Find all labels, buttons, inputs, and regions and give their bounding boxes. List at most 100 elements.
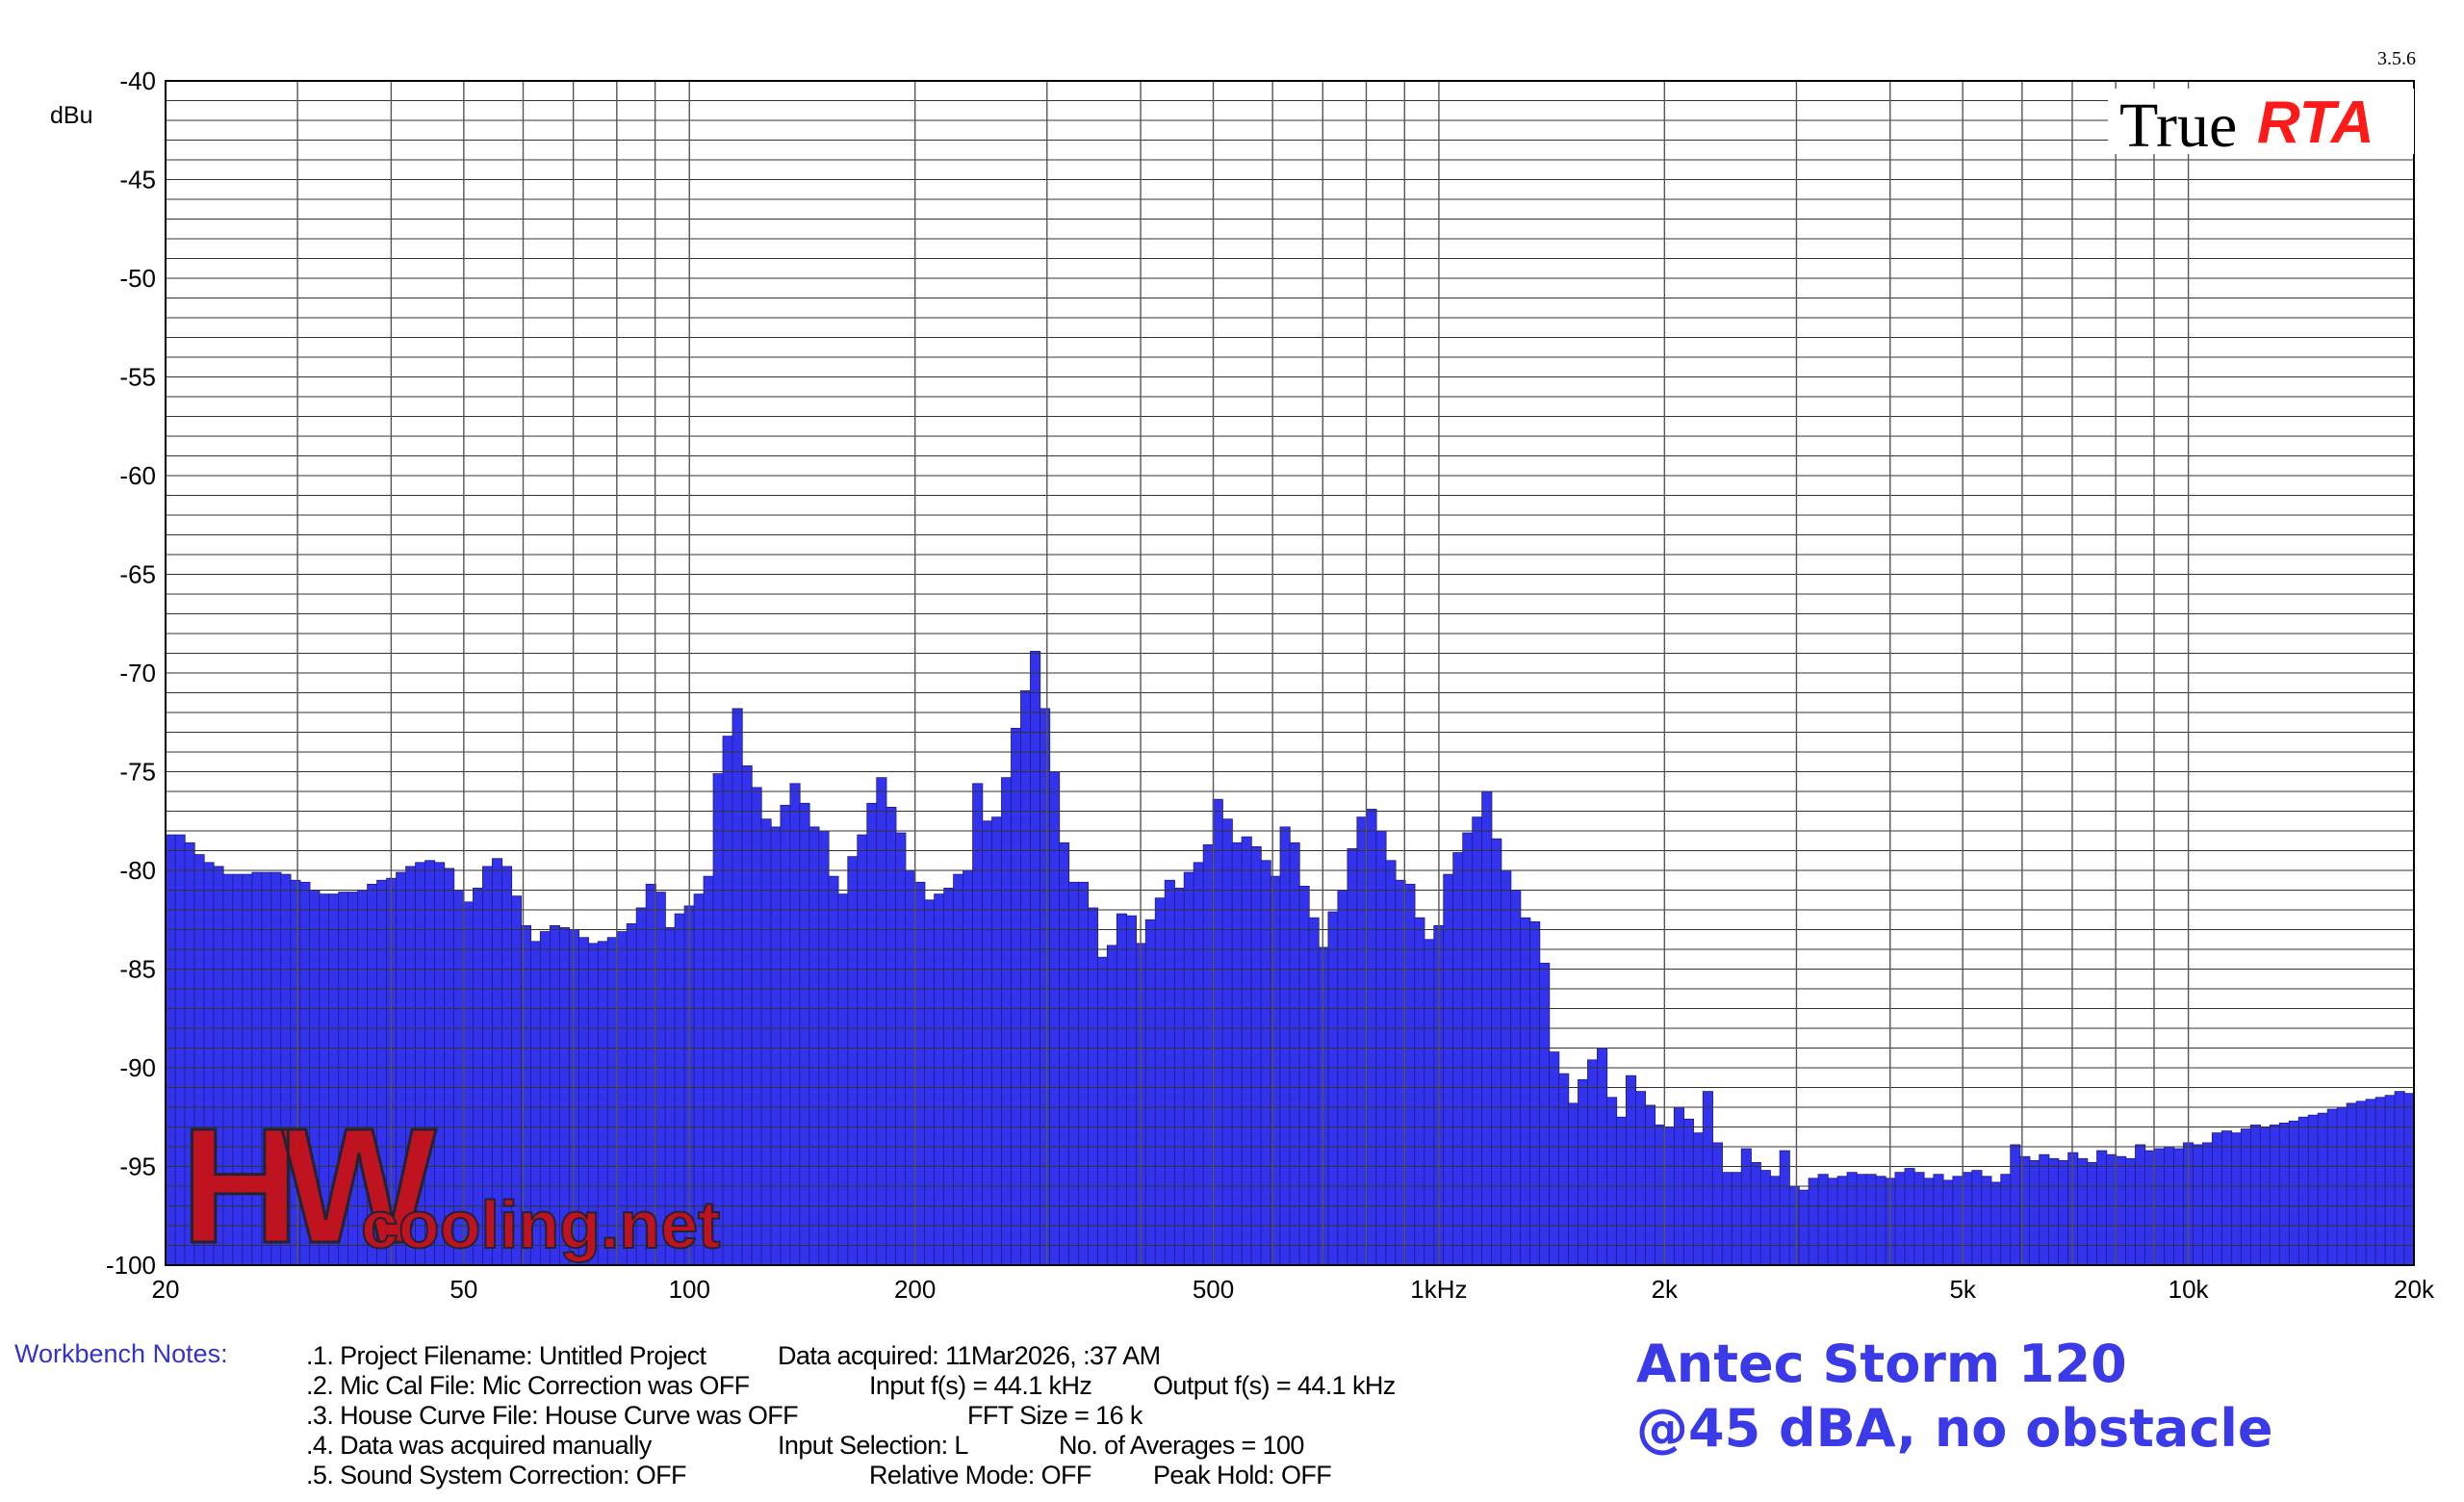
bar: [1923, 1178, 1935, 1266]
bar: [1981, 1176, 1992, 1266]
bar: [1942, 1179, 1954, 1266]
bar: [2355, 1101, 2367, 1266]
bar: [1817, 1174, 1829, 1266]
bar: [1865, 1174, 1877, 1266]
note-line-5: .5. Sound System Correction: OFF: [306, 1461, 687, 1489]
bar: [1318, 946, 1329, 1266]
bar: [1020, 690, 1032, 1266]
x-tick-label: 50: [449, 1275, 477, 1304]
note-input-selection: Input Selection: L: [778, 1431, 968, 1460]
watermark-text: cooling.net: [361, 1187, 720, 1262]
y-tick-label: -70: [119, 659, 156, 687]
bar: [1221, 818, 1233, 1266]
bar: [1836, 1176, 1848, 1266]
bar: [1030, 651, 1041, 1266]
bar: [1231, 842, 1243, 1266]
bar: [1510, 890, 1522, 1266]
bar: [2317, 1112, 2328, 1266]
bar: [2106, 1153, 2118, 1266]
bar: [2365, 1099, 2376, 1266]
plot-frame: [165, 80, 2415, 1266]
bar: [799, 802, 810, 1266]
bar: [2048, 1157, 2060, 1266]
bar: [2135, 1144, 2146, 1266]
y-tick-labels: -40 -45 -50 -55 -60 -65 -70 -75 -80 -85 -90 -95 -100: [106, 66, 156, 1280]
bar: [982, 820, 993, 1266]
bar: [1597, 1048, 1608, 1266]
y-tick-label: -80: [119, 856, 156, 885]
bar: [1173, 888, 1185, 1266]
bar: [2326, 1108, 2338, 1266]
note-peak-hold: Peak Hold: OFF: [1153, 1461, 1332, 1489]
bar: [2278, 1123, 2290, 1266]
bar: [1289, 842, 1300, 1266]
bar: [1077, 881, 1090, 1266]
x-tick-label: 500: [1193, 1275, 1234, 1304]
bar: [1462, 832, 1474, 1266]
bar: [1059, 842, 1070, 1266]
bar: [972, 783, 984, 1266]
bar: [1606, 1097, 1618, 1266]
bar: [1279, 826, 1291, 1266]
bar: [895, 832, 907, 1266]
bar: [1125, 915, 1137, 1266]
bar: [1424, 939, 1435, 1266]
bar: [2374, 1097, 2386, 1266]
bar: [1990, 1181, 2002, 1266]
y-tick-label: -65: [119, 560, 156, 589]
y-tick-label: -95: [119, 1152, 156, 1181]
bar: [2000, 1174, 2012, 1266]
y-tick-label: -85: [119, 955, 156, 984]
note-line-2: .2. Mic Cal File: Mic Correction was OFF: [306, 1371, 750, 1400]
bar: [2192, 1144, 2204, 1266]
bar: [808, 826, 820, 1266]
logo-true-text: True: [2119, 91, 2237, 161]
bar: [857, 834, 868, 1266]
bar: [1096, 956, 1109, 1266]
bar: [2077, 1157, 2089, 1266]
bar: [1049, 771, 1061, 1266]
bar: [1654, 1125, 1666, 1266]
bar: [2058, 1159, 2069, 1266]
bar: [1759, 1170, 1771, 1266]
x-tick-label: 1kHz: [1410, 1275, 1467, 1304]
y-tick-label: -60: [119, 461, 156, 490]
bar: [1212, 798, 1223, 1266]
bar: [1202, 843, 1214, 1266]
bar: [1626, 1075, 1637, 1266]
x-tick-label: 5k: [1949, 1275, 1976, 1304]
note-relative-mode: Relative Mode: OFF: [869, 1461, 1091, 1489]
bar: [2259, 1126, 2271, 1266]
bar: [1827, 1178, 1838, 1266]
bar: [1702, 1091, 1713, 1266]
y-tick-label: -55: [119, 363, 156, 392]
x-tick-label: 20: [152, 1275, 180, 1304]
bar: [991, 816, 1003, 1266]
bar: [1087, 907, 1099, 1266]
caption-line-2: @45 dBA, no obstacle: [1636, 1398, 2273, 1459]
y-tick-label: -100: [106, 1251, 156, 1280]
bar: [1164, 879, 1175, 1266]
bar: [2010, 1144, 2021, 1266]
bar: [1327, 911, 1339, 1266]
watermark-letters: HW: [181, 1095, 437, 1278]
x-tick-label: 20k: [2394, 1275, 2435, 1304]
bar: [1356, 816, 1368, 1266]
bar: [1634, 1091, 1647, 1266]
x-tick-labels: 20 50 100 200 500 1kHz 2k 5k 10k 20k: [152, 1275, 2435, 1304]
bar: [1568, 1102, 1579, 1266]
caption-line-1: Antec Storm 120: [1636, 1334, 2127, 1394]
bar: [886, 807, 897, 1266]
note-data-acquired: Data acquired: 11Mar2026, :37 AM: [778, 1341, 1161, 1370]
bar: [2384, 1095, 2396, 1266]
bar: [1808, 1178, 1819, 1266]
hwcooling-watermark: HW cooling.net: [180, 1094, 722, 1280]
bar: [1933, 1174, 1944, 1266]
bar: [2403, 1093, 2415, 1266]
y-tick-label: -45: [119, 166, 156, 194]
bar: [1040, 708, 1051, 1266]
bar: [780, 804, 791, 1266]
bar: [924, 899, 936, 1266]
bar: [165, 834, 176, 1266]
